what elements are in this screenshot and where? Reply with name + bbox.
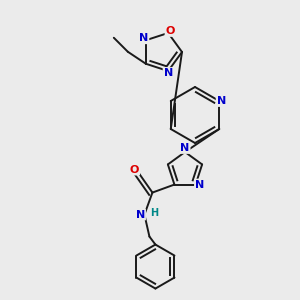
Text: O: O xyxy=(130,165,139,175)
Text: N: N xyxy=(136,210,145,220)
Text: N: N xyxy=(164,68,173,78)
Text: N: N xyxy=(217,96,226,106)
Text: N: N xyxy=(195,180,204,190)
Text: N: N xyxy=(180,143,190,153)
Text: O: O xyxy=(166,26,175,36)
Text: H: H xyxy=(150,208,158,218)
Text: N: N xyxy=(139,33,148,43)
